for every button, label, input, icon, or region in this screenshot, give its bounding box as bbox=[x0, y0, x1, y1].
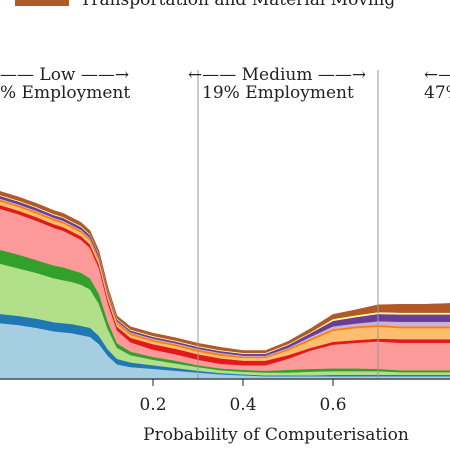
region-high-title: ←— bbox=[424, 65, 450, 85]
area-series-12 bbox=[0, 191, 450, 354]
x-tick-label-1: 0.4 bbox=[229, 395, 256, 415]
x-axis-label: Probability of Computerisation bbox=[143, 425, 409, 445]
region-medium-employment: 19% Employment bbox=[202, 83, 354, 103]
stacked-areas bbox=[0, 191, 450, 379]
region-low-employment: % Employment bbox=[0, 83, 130, 103]
x-tick-label-2: 0.6 bbox=[319, 395, 346, 415]
legend-label-transportation: Transportation and Material Moving bbox=[80, 0, 395, 10]
region-medium-title: ←—— Medium ——→ bbox=[188, 65, 366, 85]
x-axis-ticks: 0.2 0.4 0.6 bbox=[139, 379, 347, 415]
region-low-title: —— Low ——→ bbox=[0, 65, 129, 85]
x-tick-label-0: 0.2 bbox=[139, 395, 166, 415]
region-high-employment: 47% bbox=[424, 83, 450, 103]
region-boundary-lines bbox=[197, 70, 379, 379]
legend-swatch-transportation bbox=[15, 0, 69, 6]
